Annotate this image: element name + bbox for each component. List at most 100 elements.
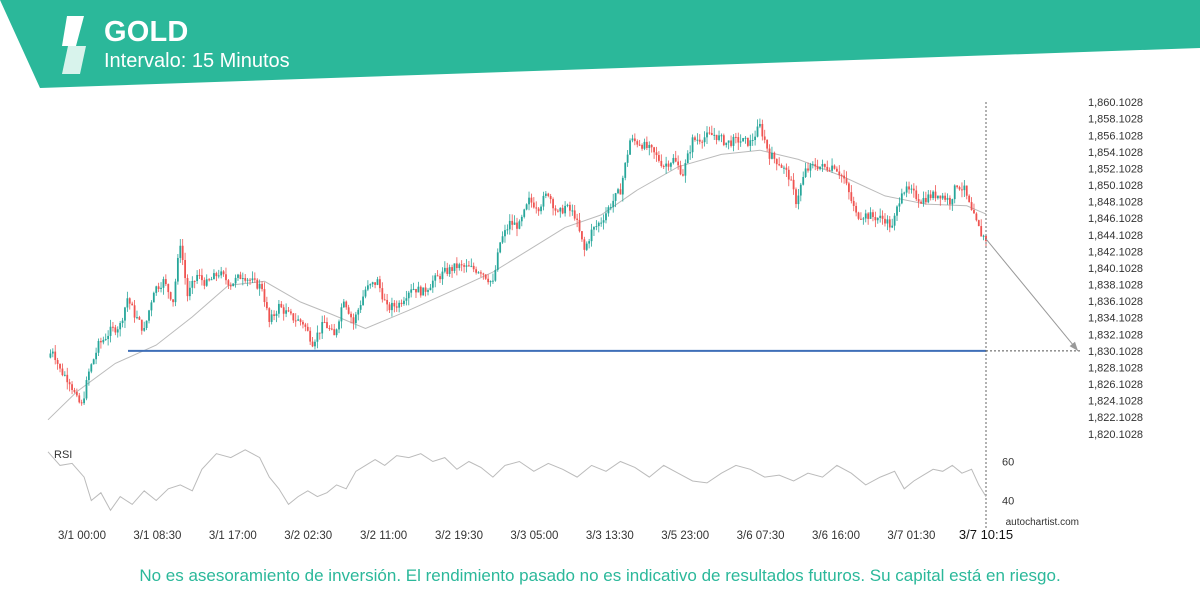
candle-body bbox=[443, 267, 446, 272]
candle-body bbox=[903, 192, 906, 194]
candle-body bbox=[287, 310, 290, 312]
price-tick-label: 1,856.1028 bbox=[1088, 130, 1143, 142]
candle-body bbox=[855, 205, 858, 213]
candle-body bbox=[393, 302, 396, 307]
candle-body bbox=[350, 313, 352, 318]
candle-body bbox=[554, 208, 557, 211]
candle-body bbox=[852, 200, 855, 206]
candle-body bbox=[730, 140, 732, 146]
candle-body bbox=[600, 222, 603, 224]
rsi-tick-label: 40 bbox=[1002, 496, 1014, 508]
candle-body bbox=[508, 220, 511, 230]
candle-body bbox=[556, 210, 559, 212]
candle-body bbox=[585, 243, 588, 250]
candle-body bbox=[217, 275, 220, 277]
candle-body bbox=[270, 314, 273, 322]
candle-body bbox=[475, 269, 478, 273]
candle-body bbox=[686, 153, 689, 164]
candle-body bbox=[292, 313, 295, 321]
candle-body bbox=[412, 289, 415, 291]
candle-body bbox=[744, 137, 747, 139]
candle-body bbox=[362, 296, 364, 306]
candle-body bbox=[893, 215, 896, 226]
candle-body bbox=[78, 395, 81, 403]
candle-body bbox=[696, 139, 699, 141]
candle-body bbox=[174, 281, 177, 303]
candle-body bbox=[667, 163, 670, 167]
candle-body bbox=[410, 289, 413, 293]
time-tick-label: 3/2 11:00 bbox=[360, 530, 407, 542]
price-tick-label: 1,852.1028 bbox=[1088, 163, 1143, 175]
candle-body bbox=[720, 135, 723, 137]
candle-body bbox=[340, 307, 343, 322]
candle-body bbox=[540, 206, 542, 212]
candle-body bbox=[821, 164, 824, 167]
candle-body bbox=[552, 199, 554, 209]
candle-body bbox=[487, 278, 490, 283]
candle-body bbox=[941, 195, 944, 199]
candle-body bbox=[708, 132, 711, 134]
rsi-tick-label: 60 bbox=[1002, 457, 1014, 469]
candle-body bbox=[193, 280, 196, 282]
candle-body bbox=[427, 290, 429, 292]
candle-body bbox=[381, 288, 384, 300]
candle-body bbox=[670, 163, 672, 167]
time-tick-label: 3/1 17:00 bbox=[209, 530, 257, 542]
disclaimer-text: No es asesoramiento de inversión. El ren… bbox=[139, 566, 1061, 585]
candle-body bbox=[518, 221, 521, 229]
candle-body bbox=[785, 167, 788, 170]
candle-body bbox=[391, 302, 393, 311]
candle-body bbox=[787, 169, 790, 180]
candle-body bbox=[886, 219, 889, 224]
candle-body bbox=[537, 208, 540, 212]
candle-body bbox=[143, 328, 146, 331]
header-shape bbox=[0, 0, 1200, 88]
candle-body bbox=[352, 317, 355, 324]
candle-body bbox=[576, 218, 579, 220]
price-tick-label: 1,836.1028 bbox=[1088, 296, 1143, 308]
candle-body bbox=[400, 302, 403, 305]
candle-body bbox=[71, 384, 73, 390]
candle-body bbox=[386, 299, 389, 305]
candle-body bbox=[237, 274, 239, 278]
candle-body bbox=[176, 257, 179, 282]
candle-body bbox=[114, 327, 117, 333]
candle-body bbox=[419, 286, 422, 296]
candle-body bbox=[905, 186, 908, 193]
candle-body bbox=[739, 141, 742, 143]
candle-body bbox=[273, 314, 275, 316]
candle-body bbox=[246, 279, 249, 281]
candle-body bbox=[826, 166, 829, 170]
candle-body bbox=[306, 326, 309, 331]
candle-body bbox=[232, 283, 235, 287]
candle-body bbox=[504, 230, 506, 237]
candle-body bbox=[706, 132, 708, 138]
candle-body bbox=[891, 225, 894, 228]
price-tick-label: 1,824.1028 bbox=[1088, 396, 1143, 408]
time-tick-label: 3/5 23:00 bbox=[661, 530, 709, 542]
price-tick-label: 1,846.1028 bbox=[1088, 213, 1143, 225]
candle-body bbox=[578, 219, 581, 232]
candle-body bbox=[857, 212, 860, 219]
candle-body bbox=[167, 284, 170, 293]
candle-body bbox=[61, 368, 64, 376]
candle-body bbox=[797, 195, 800, 205]
candle-body bbox=[56, 360, 59, 364]
candle-body bbox=[727, 140, 730, 143]
candle-body bbox=[845, 178, 848, 184]
candle-body bbox=[196, 274, 199, 281]
candle-body bbox=[405, 298, 408, 301]
candle-body bbox=[342, 301, 345, 308]
candle-body bbox=[927, 194, 930, 203]
candle-body bbox=[395, 306, 398, 308]
candle-body bbox=[718, 135, 720, 141]
candle-body bbox=[145, 320, 148, 329]
candle-body bbox=[573, 210, 576, 219]
candle-body bbox=[946, 197, 949, 200]
candle-body bbox=[354, 314, 357, 324]
candle-body bbox=[275, 313, 278, 316]
candle-body bbox=[888, 219, 891, 228]
symbol-title: GOLD bbox=[104, 16, 189, 48]
candle-body bbox=[816, 166, 819, 170]
candle-body bbox=[398, 302, 401, 308]
